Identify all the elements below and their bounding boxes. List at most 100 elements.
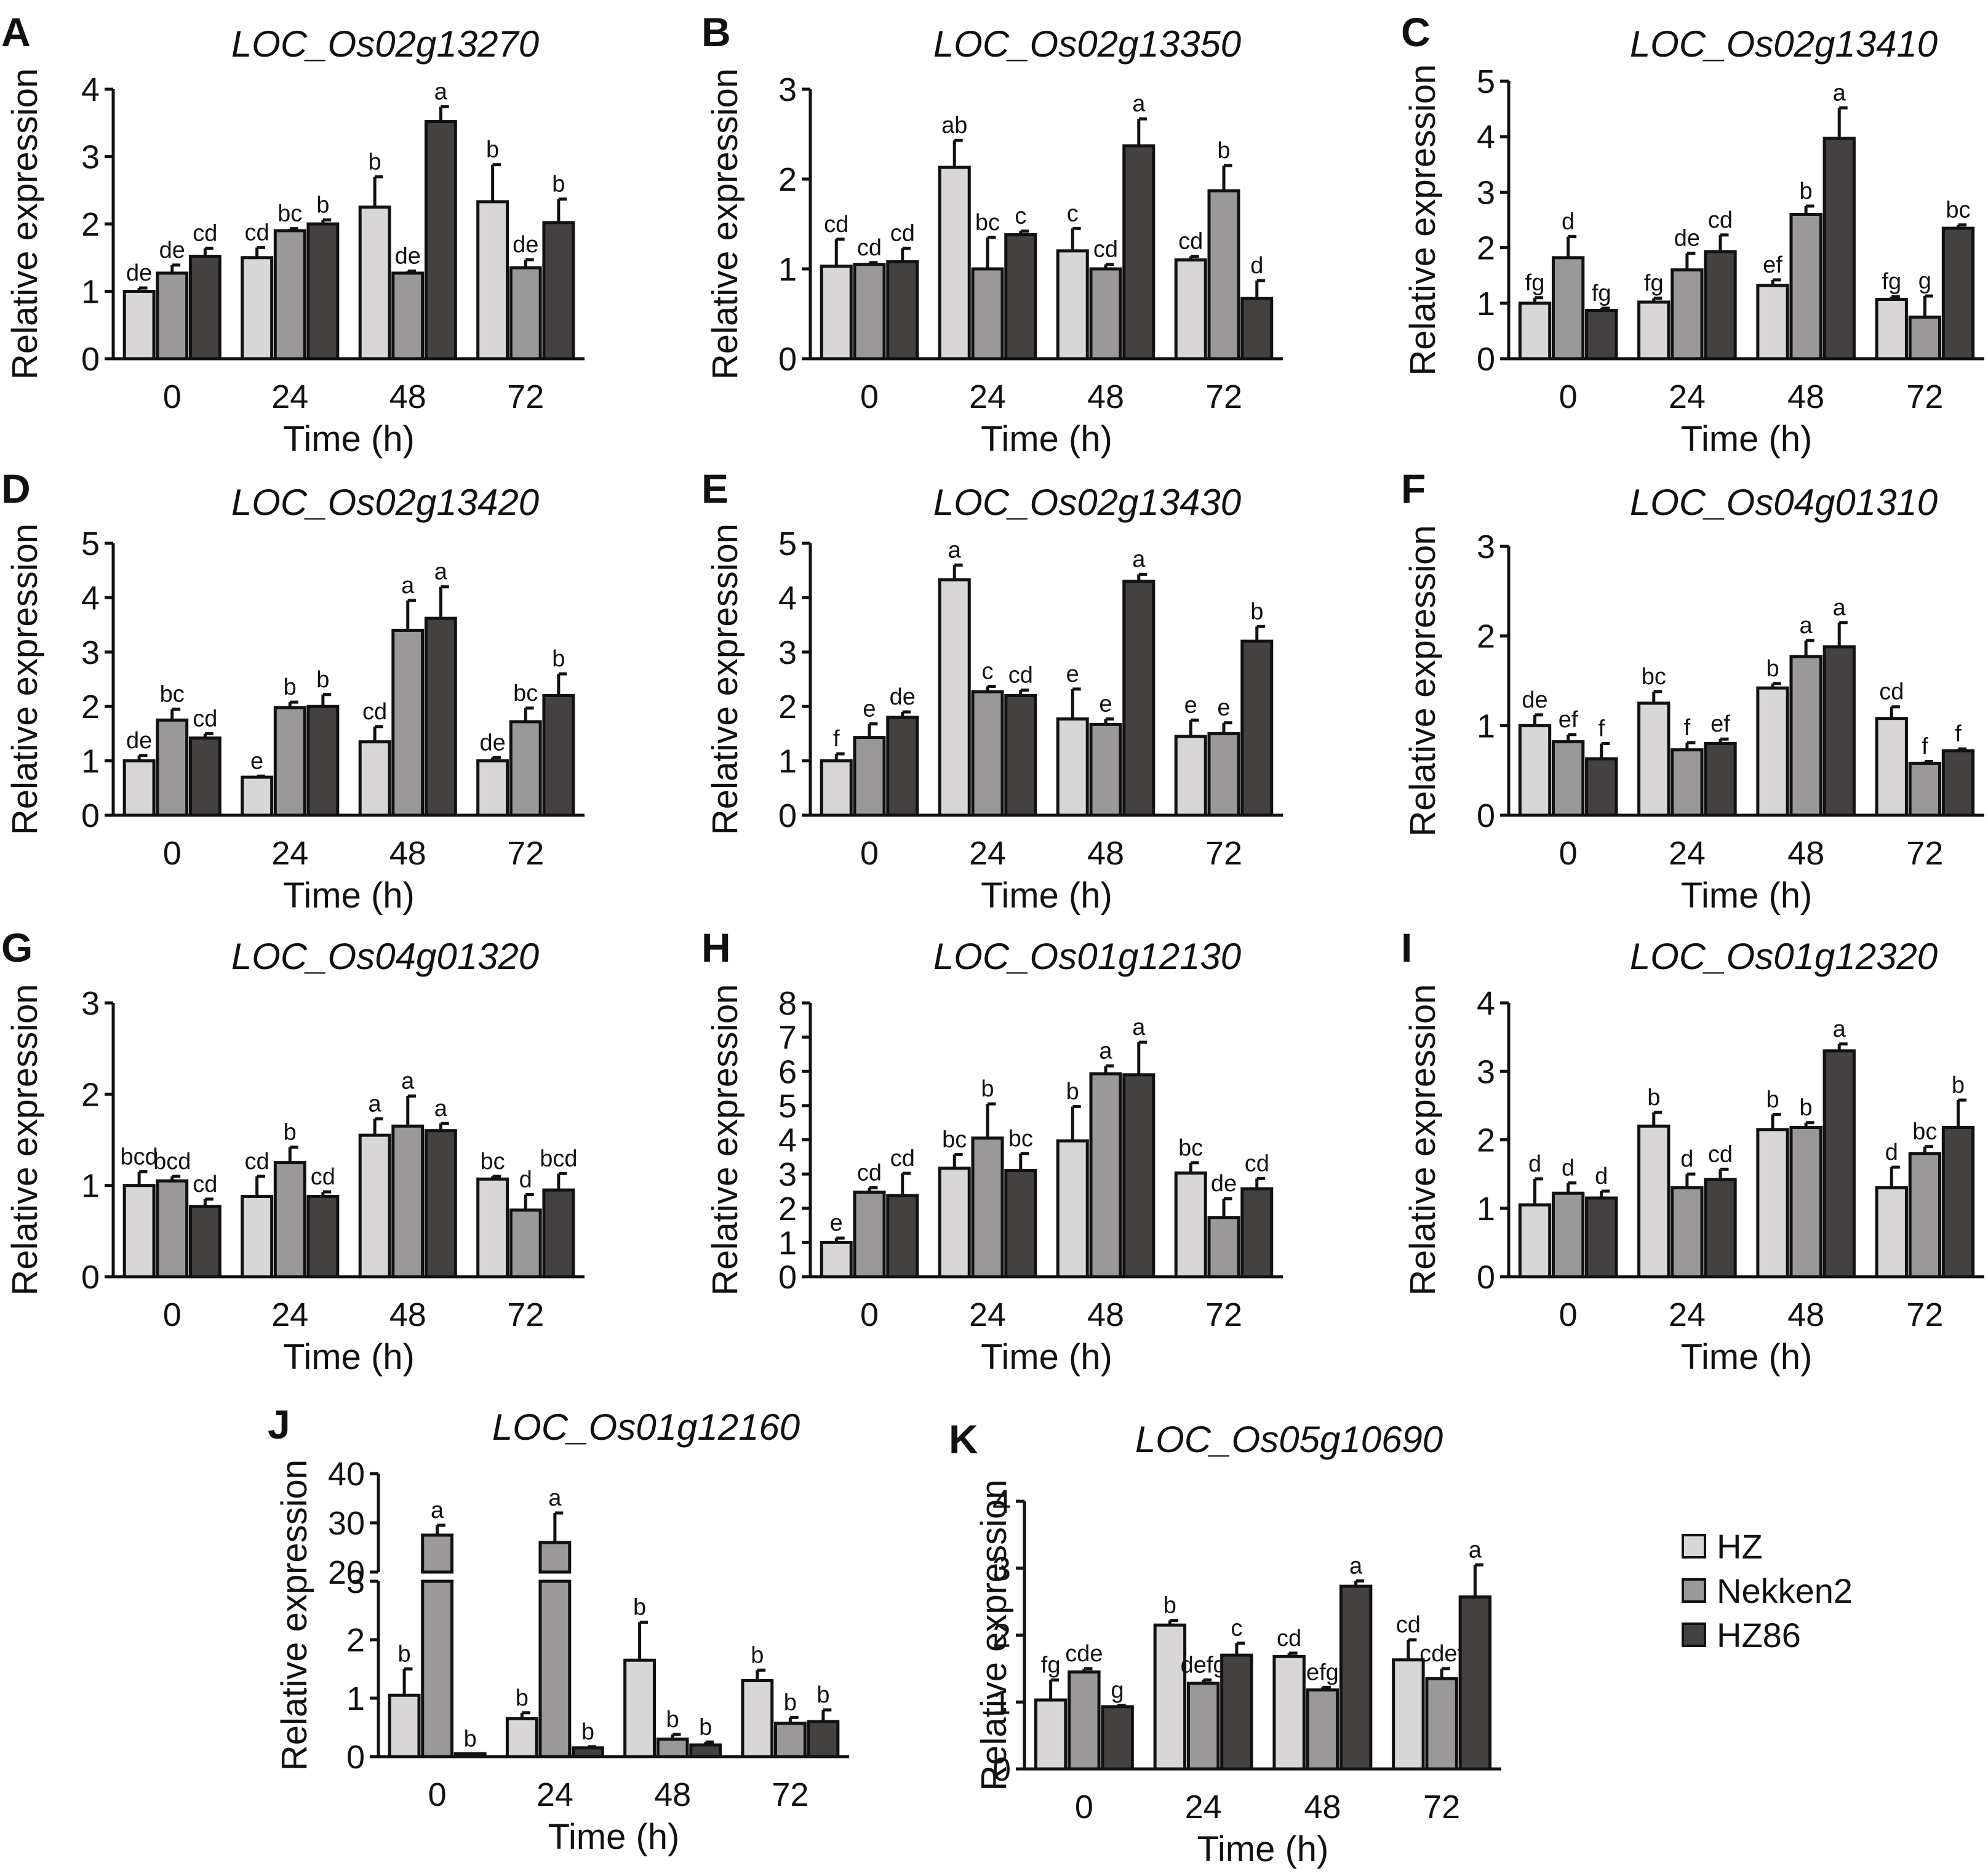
significance-label: b xyxy=(1647,1085,1660,1111)
panel-b: B LOC_Os02g13350 0 1 2 3 Relative expression 0 c… xyxy=(701,9,1283,459)
x-tick-label: 48 xyxy=(1787,378,1824,415)
significance-label: fg xyxy=(1041,1652,1061,1678)
x-tick-label: 48 xyxy=(389,378,426,415)
bar-hz86 xyxy=(188,736,222,817)
significance-label: bc xyxy=(975,210,1000,236)
bar-nekken2 xyxy=(1908,1152,1942,1279)
significance-label: cd xyxy=(1879,679,1904,705)
gene-title: LOC_Os04g01310 xyxy=(1630,482,1938,523)
bar-hz86 xyxy=(1941,226,1975,361)
significance-label: b xyxy=(1766,656,1779,682)
y-tick-label: 2 xyxy=(81,1076,100,1113)
significance-label: f xyxy=(1955,721,1962,747)
panel-letter: A xyxy=(1,9,31,55)
bar-hz xyxy=(241,1194,274,1279)
gene-title: LOC_Os02g13350 xyxy=(933,23,1241,65)
gene-title: LOC_Os02g13430 xyxy=(933,482,1241,523)
significance-label: e xyxy=(1184,692,1197,718)
x-tick-label: 48 xyxy=(389,1296,426,1333)
bar-hz xyxy=(358,1133,391,1279)
significance-label: cd xyxy=(1008,663,1033,689)
x-axis-title: Time (h) xyxy=(283,419,415,459)
significance-label: cdef xyxy=(1419,1641,1464,1667)
y-tick-label: 40 xyxy=(328,1456,365,1493)
y-axis-title: Relative expression xyxy=(705,68,745,380)
bar-hz86 xyxy=(1240,1187,1274,1279)
bar-nekken2 xyxy=(1671,748,1704,817)
significance-label: e xyxy=(830,1210,843,1236)
significance-label: a xyxy=(1349,1553,1363,1579)
bar-hz86 xyxy=(689,1743,722,1758)
y-tick-label: 5 xyxy=(778,1088,797,1125)
significance-label: b xyxy=(699,1714,712,1740)
y-tick-label: 20 xyxy=(328,1554,365,1591)
y-tick-label: 3 xyxy=(1477,1053,1495,1090)
x-tick-label: 48 xyxy=(1087,835,1124,872)
significance-label: bcd xyxy=(540,1146,577,1172)
gene-title: LOC_Os01g12160 xyxy=(492,1407,800,1448)
x-tick-label: 0 xyxy=(1559,378,1578,415)
significance-label: bc xyxy=(481,1149,505,1175)
x-tick-label: 48 xyxy=(1087,378,1124,415)
significance-label: e xyxy=(250,748,263,774)
y-tick-label: 0 xyxy=(1477,1259,1495,1296)
significance-label: cd xyxy=(1178,229,1203,255)
bar-nekken2 xyxy=(156,271,189,361)
x-tick-label: 0 xyxy=(860,378,879,415)
bar-hz86 xyxy=(807,1720,840,1758)
x-tick-label: 72 xyxy=(507,835,544,872)
significance-label: cd xyxy=(1396,1612,1421,1638)
significance-label: bc xyxy=(160,682,185,708)
x-tick-label: 48 xyxy=(389,835,426,872)
legend: HZ Nekken2 HZ86 xyxy=(1682,1527,1853,1654)
y-tick-label: 3 xyxy=(778,71,797,108)
x-tick-label: 24 xyxy=(1669,378,1706,415)
bar-nekken2 xyxy=(1089,722,1122,817)
significance-label: b xyxy=(369,149,381,175)
bar-hz86 xyxy=(188,255,222,361)
x-tick-label: 24 xyxy=(271,1296,308,1333)
bar-hz xyxy=(1174,1171,1207,1279)
bar-hz xyxy=(1518,1203,1552,1279)
significance-label: b xyxy=(464,1726,477,1752)
y-tick-label: 3 xyxy=(81,634,100,671)
significance-label: de xyxy=(126,728,152,754)
significance-label: cd xyxy=(1277,1626,1301,1651)
bar-hz xyxy=(358,740,391,817)
bar-hz xyxy=(1875,297,1908,361)
y-tick-label: 5 xyxy=(778,525,797,562)
y-tick-label: 3 xyxy=(81,985,100,1022)
significance-label: b xyxy=(751,1642,764,1668)
significance-label: f xyxy=(1598,716,1605,741)
significance-label: b xyxy=(633,1595,646,1621)
bar-hz86 xyxy=(886,260,919,361)
x-tick-label: 48 xyxy=(1787,1296,1824,1333)
significance-label: f xyxy=(1684,715,1691,741)
y-tick-label: 2 xyxy=(778,1191,797,1227)
bar-nekken2 xyxy=(1551,1191,1585,1279)
significance-label: a xyxy=(1132,546,1146,572)
significance-label: bc xyxy=(277,201,302,227)
panel-letter: C xyxy=(1401,9,1431,55)
x-tick-label: 72 xyxy=(1906,1296,1943,1333)
bar-hz xyxy=(1518,301,1552,361)
x-tick-label: 0 xyxy=(163,1296,182,1333)
bar-hz86 xyxy=(1122,1073,1156,1279)
legend-swatch-hz86 xyxy=(1682,1623,1706,1647)
bar-hz86 xyxy=(1704,250,1737,361)
bar-hz86 xyxy=(542,221,575,361)
y-tick-label: 30 xyxy=(328,1505,365,1542)
bar-hz xyxy=(1153,1623,1187,1771)
significance-label: de xyxy=(890,684,916,710)
bar-nekken2 xyxy=(1207,732,1240,817)
bar-nekken2 xyxy=(853,263,886,361)
significance-label: cd xyxy=(1708,207,1733,233)
significance-label: f xyxy=(833,726,840,752)
y-axis-title: Relative expression xyxy=(5,68,45,380)
y-tick-label: 3 xyxy=(81,139,100,176)
bar-hz xyxy=(122,290,156,361)
significance-label: ab xyxy=(941,113,967,138)
significance-label: bc xyxy=(513,681,538,706)
significance-label: de xyxy=(159,237,185,263)
